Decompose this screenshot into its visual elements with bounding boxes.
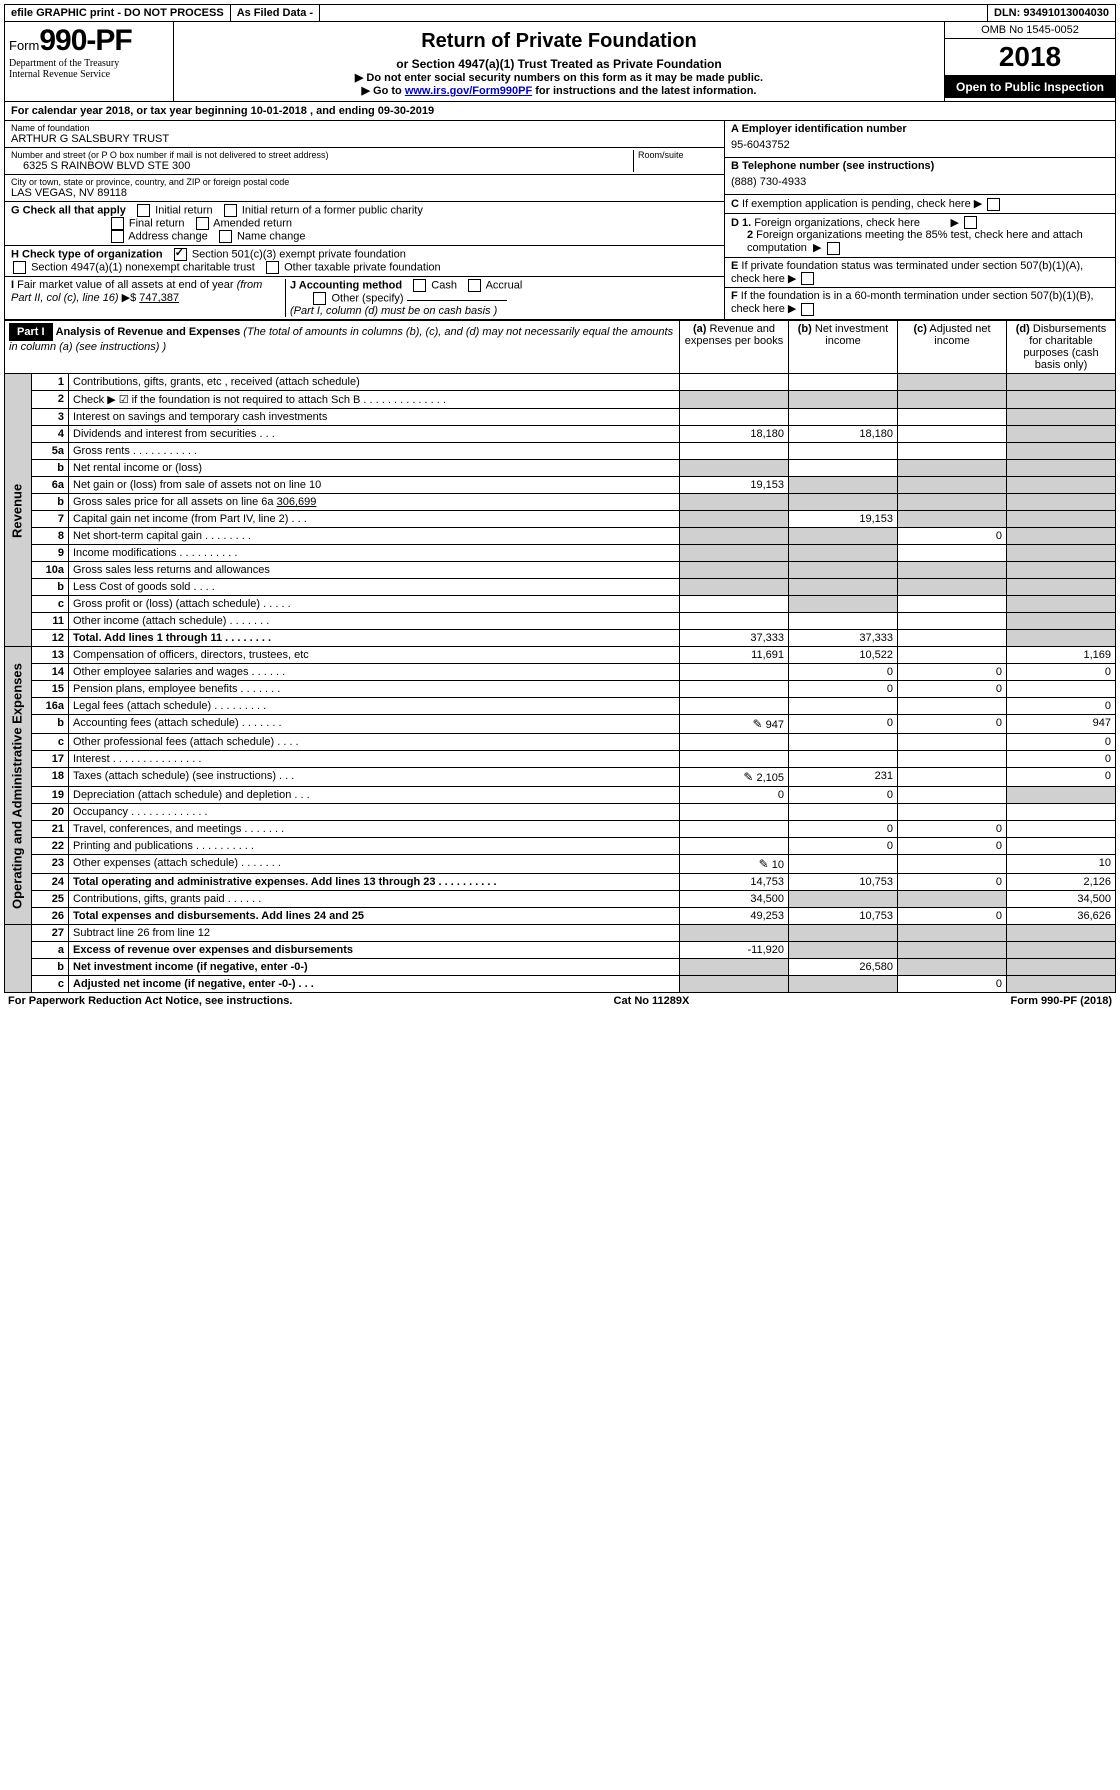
- cb-name-change[interactable]: [219, 230, 232, 243]
- cb-terminated[interactable]: [801, 272, 814, 285]
- info-left: Name of foundation ARTHUR G SALSBURY TRU…: [5, 121, 724, 319]
- footer-mid: Cat No 11289X: [614, 995, 690, 1007]
- dln: DLN: 93491013004030: [988, 5, 1115, 21]
- address-cell: Number and street (or P O box number if …: [5, 148, 724, 175]
- j-accounting: J Accounting method Cash Accrual Other (…: [286, 279, 718, 317]
- cb-85-test[interactable]: [827, 242, 840, 255]
- i-j-row: I Fair market value of all assets at end…: [5, 277, 724, 319]
- info-right: A Employer identification number 95-6043…: [724, 121, 1115, 319]
- header-left: Form990-PF Department of the Treasury In…: [5, 22, 174, 101]
- department: Department of the Treasury Internal Reve…: [9, 58, 169, 80]
- open-to-public: Open to Public Inspection: [945, 76, 1115, 98]
- tel-cell: B Telephone number (see instructions) (8…: [725, 158, 1115, 195]
- footer-left: For Paperwork Reduction Act Notice, see …: [8, 995, 292, 1007]
- cb-other-taxable[interactable]: [266, 261, 279, 274]
- cb-accrual[interactable]: [468, 279, 481, 292]
- top-bar: efile GRAPHIC print - DO NOT PROCESS As …: [4, 4, 1116, 22]
- cb-address-change[interactable]: [111, 230, 124, 243]
- cb-other-method[interactable]: [313, 292, 326, 305]
- i-fmv: I Fair market value of all assets at end…: [11, 279, 286, 317]
- e-cell: E If private foundation status was termi…: [725, 258, 1115, 289]
- h-check: H Check type of organization Section 501…: [5, 246, 724, 277]
- form-subtitle: or Section 4947(a)(1) Trust Treated as P…: [178, 57, 940, 71]
- cb-exemption-pending[interactable]: [987, 198, 1000, 211]
- form-number: Form990-PF: [9, 24, 169, 58]
- cb-cash[interactable]: [413, 279, 426, 292]
- form-title: Return of Private Foundation: [178, 30, 940, 53]
- calendar-year: For calendar year 2018, or tax year begi…: [4, 102, 1116, 121]
- f-cell: F If the foundation is in a 60-month ter…: [725, 288, 1115, 318]
- inst-line-2: ▶ Go to www.irs.gov/Form990PF for instru…: [178, 84, 940, 97]
- d-cell: D 1. Foreign organizations, check here ▶…: [725, 214, 1115, 258]
- cb-initial-return[interactable]: [137, 204, 150, 217]
- info-grid: Name of foundation ARTHUR G SALSBURY TRU…: [4, 121, 1116, 320]
- c-cell: C If exemption application is pending, c…: [725, 195, 1115, 214]
- cb-501c3[interactable]: [174, 248, 187, 261]
- form-header: Form990-PF Department of the Treasury In…: [4, 22, 1116, 102]
- cb-4947a1[interactable]: [13, 261, 26, 274]
- cb-amended[interactable]: [196, 217, 209, 230]
- foundation-name-cell: Name of foundation ARTHUR G SALSBURY TRU…: [5, 121, 724, 148]
- cb-foreign-org[interactable]: [964, 216, 977, 229]
- g-check: G Check all that apply Initial return In…: [5, 202, 724, 246]
- irs-link[interactable]: www.irs.gov/Form990PF: [405, 85, 532, 97]
- city-cell: City or town, state or province, country…: [5, 175, 724, 202]
- cb-60-month[interactable]: [801, 303, 814, 316]
- page-footer: For Paperwork Reduction Act Notice, see …: [4, 993, 1116, 1009]
- footer-right: Form 990-PF (2018): [1010, 995, 1112, 1007]
- part1-table: Part I Analysis of Revenue and Expenses …: [4, 320, 1116, 993]
- ein-cell: A Employer identification number 95-6043…: [725, 121, 1115, 158]
- omb-number: OMB No 1545-0052: [945, 22, 1115, 39]
- efile-notice: efile GRAPHIC print - DO NOT PROCESS: [5, 5, 231, 21]
- part1-label: Part I: [9, 323, 53, 341]
- as-filed: As Filed Data -: [231, 5, 320, 21]
- cb-final-return[interactable]: [111, 217, 124, 230]
- header-right: OMB No 1545-0052 2018 Open to Public Ins…: [944, 22, 1115, 101]
- cb-initial-former[interactable]: [224, 204, 237, 217]
- tax-year: 2018: [945, 39, 1115, 76]
- inst-line-1: ▶ Do not enter social security numbers o…: [178, 71, 940, 84]
- header-mid: Return of Private Foundation or Section …: [174, 22, 944, 101]
- spacer: [320, 5, 988, 21]
